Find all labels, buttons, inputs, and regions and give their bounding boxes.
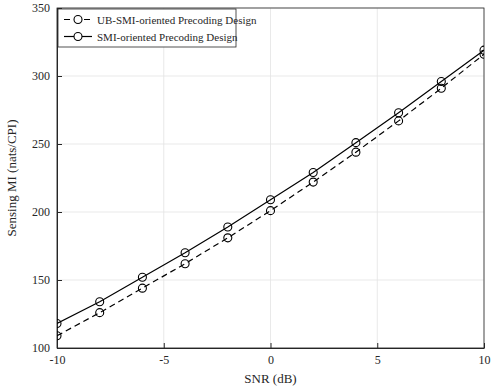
x-tick-mark <box>377 343 378 348</box>
plot: -10 -5 0 5 10 100 150 200 250 300 350 UB-SMI-orient… <box>32 1 491 366</box>
series-marker <box>480 46 484 54</box>
y-tick-label: 300 <box>32 69 50 83</box>
x-tick: -5 <box>159 343 169 367</box>
legend-label: SMI-oriented Precoding Design <box>97 31 238 43</box>
x-tick-label: -5 <box>159 353 169 367</box>
y-axis-title: Sensing MI (nats/CPI) <box>4 120 19 237</box>
y-tick: 250 <box>32 137 62 151</box>
series-marker <box>395 117 403 125</box>
y-tick: 150 <box>32 273 62 287</box>
data-layer <box>57 46 484 340</box>
y-tick-mark <box>57 348 62 349</box>
series-marker <box>57 320 61 328</box>
y-tick-label: 200 <box>32 205 50 219</box>
x-tick-mark <box>271 343 272 348</box>
series-marker <box>96 309 104 317</box>
y-axis: 100 150 200 250 300 350 <box>32 1 62 355</box>
x-tick-mark <box>164 343 165 348</box>
y-tick-mark <box>57 280 62 281</box>
x-tick-label: 10 <box>479 353 491 367</box>
series-marker <box>224 234 232 242</box>
y-grid-line <box>57 144 484 145</box>
y-grid-line <box>57 76 484 77</box>
series-marker <box>267 207 275 215</box>
series-marker <box>267 196 275 204</box>
series-line <box>57 50 484 323</box>
series-marker <box>395 109 403 117</box>
plot-frame <box>57 8 484 348</box>
y-tick-mark <box>57 144 62 145</box>
x-tick: 0 <box>268 343 274 367</box>
y-axis-line <box>57 9 58 349</box>
series-marker <box>181 260 189 268</box>
y-tick-label: 250 <box>32 137 50 151</box>
y-tick: 100 <box>32 341 62 355</box>
series-marker <box>309 178 317 186</box>
x-axis-title: SNR (dB) <box>244 371 296 386</box>
series-marker <box>138 284 146 292</box>
x-tick: 5 <box>375 343 381 367</box>
x-tick-label: 0 <box>268 353 274 367</box>
series-marker <box>96 298 104 306</box>
legend-label: UB-SMI-oriented Precoding Design <box>97 14 257 26</box>
x-grid-line <box>163 8 164 348</box>
x-axis-line <box>58 348 485 349</box>
x-tick-mark <box>484 343 485 348</box>
series-marker <box>309 169 317 177</box>
series-marker <box>437 77 445 85</box>
chart: -10 -5 0 5 10 100 150 200 250 300 350 UB-SMI-orient… <box>0 0 494 388</box>
x-tick: 10 <box>479 343 491 367</box>
legend-marker <box>74 16 82 24</box>
y-tick: 350 <box>32 1 62 15</box>
series-marker <box>181 249 189 257</box>
series-marker <box>224 223 232 231</box>
y-tick: 300 <box>32 69 62 83</box>
legend-marker <box>74 33 82 41</box>
y-tick-mark <box>57 212 62 213</box>
series-marker <box>57 332 61 340</box>
y-tick-label: 150 <box>32 273 50 287</box>
legend: UB-SMI-oriented Precoding Design SMI-orie… <box>58 9 257 47</box>
x-grid-line <box>377 8 378 348</box>
y-tick-label: 350 <box>32 1 50 15</box>
x-grid-line <box>270 8 271 348</box>
series-marker <box>352 139 360 147</box>
grid <box>57 8 484 348</box>
y-grid-line <box>57 212 484 213</box>
y-grid-line <box>57 280 484 281</box>
y-tick-mark <box>57 76 62 77</box>
x-axis: -10 -5 0 5 10 <box>50 343 491 367</box>
x-tick-label: 5 <box>375 353 381 367</box>
y-tick-label: 100 <box>32 341 50 355</box>
y-tick: 200 <box>32 205 62 219</box>
x-tick-label: -10 <box>50 353 66 367</box>
series-marker <box>138 273 146 281</box>
series-marker <box>352 148 360 156</box>
